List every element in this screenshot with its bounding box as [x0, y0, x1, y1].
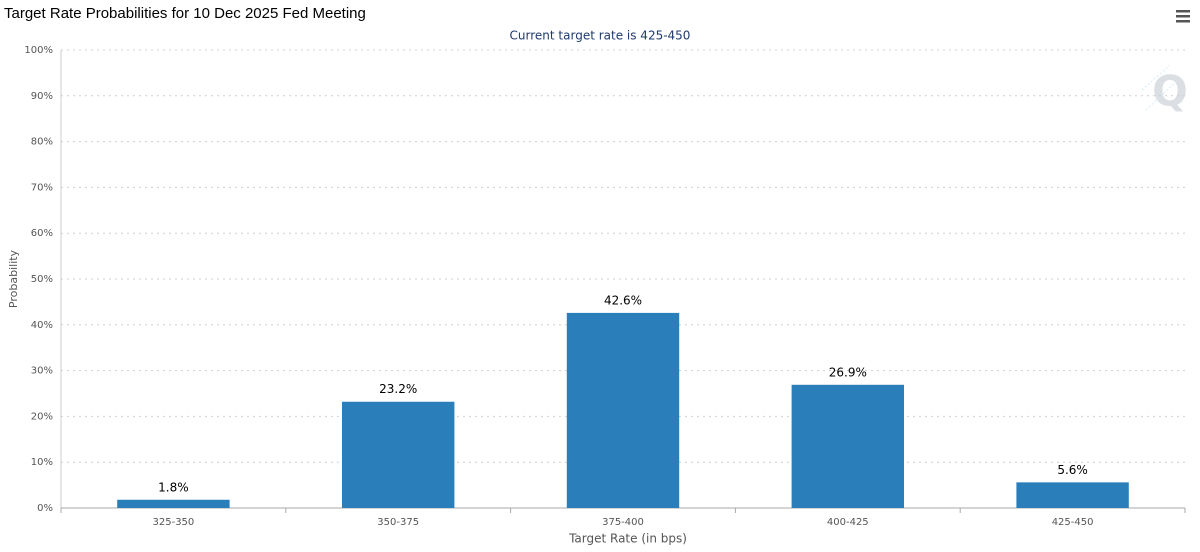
data-label: 5.6%	[1057, 463, 1088, 477]
bar	[1016, 482, 1129, 508]
y-tick-label: 40%	[31, 320, 53, 331]
y-axis-title: Probability	[7, 249, 20, 308]
bar	[791, 384, 904, 508]
chart-title: Target Rate Probabilities for 10 Dec 202…	[4, 5, 366, 22]
data-label: 26.9%	[829, 365, 867, 379]
y-tick-label: 20%	[31, 411, 53, 422]
y-tick-label: 70%	[31, 182, 53, 193]
y-tick-label: 30%	[31, 366, 53, 377]
bar	[342, 401, 455, 508]
y-tick-label: 80%	[31, 137, 53, 148]
menu-icon[interactable]	[1176, 10, 1190, 23]
bar	[566, 312, 680, 508]
x-tick-label: 375-400	[602, 517, 644, 528]
y-tick-label: 100%	[24, 45, 53, 56]
y-tick-label: 50%	[31, 274, 53, 285]
x-tick-label: 350-375	[377, 517, 419, 528]
y-tick-label: 60%	[31, 228, 53, 239]
data-label: 23.2%	[379, 382, 417, 396]
watermark: Q	[1141, 64, 1188, 116]
x-tick-label: 325-350	[153, 517, 195, 528]
data-label: 1.8%	[158, 480, 189, 494]
bar	[117, 499, 230, 508]
data-label: 42.6%	[604, 293, 642, 307]
y-tick-label: 90%	[31, 91, 53, 102]
y-tick-label: 0%	[37, 503, 53, 514]
chart-subtitle: Current target rate is 425-450	[510, 29, 691, 43]
y-tick-label: 10%	[31, 457, 53, 468]
x-axis-title: Target Rate (in bps)	[568, 532, 687, 546]
x-tick-label: 425-450	[1052, 517, 1094, 528]
x-tick-label: 400-425	[827, 517, 869, 528]
svg-text:Q: Q	[1152, 67, 1188, 116]
